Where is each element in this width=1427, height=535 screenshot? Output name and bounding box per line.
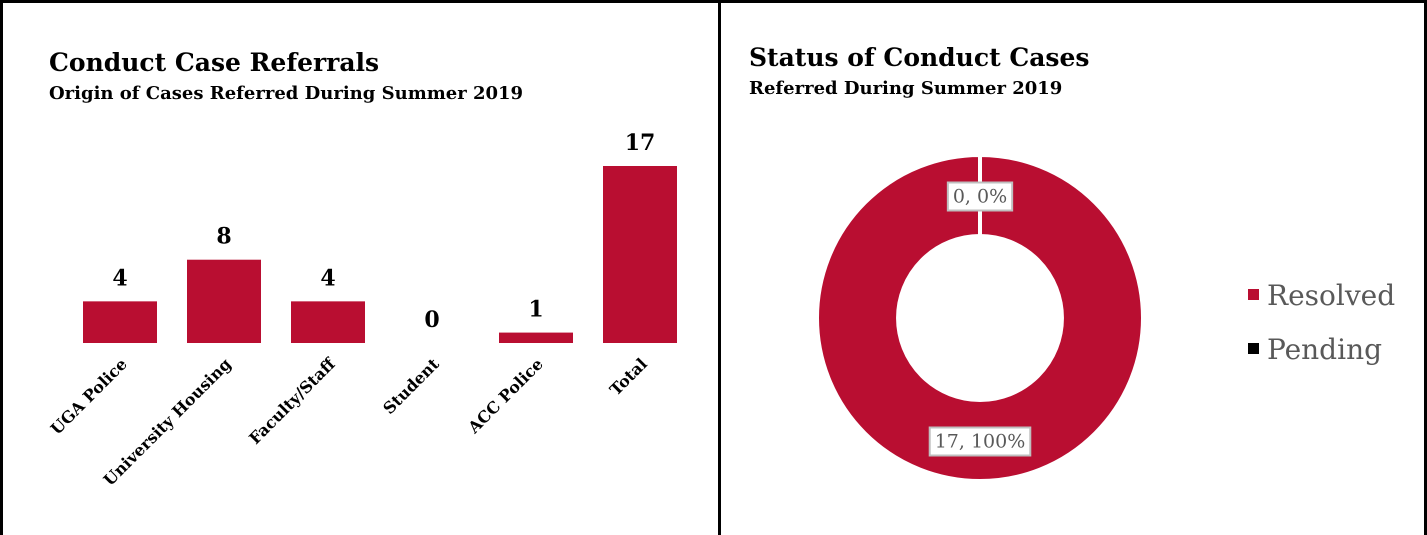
data-label: 0, 0% [953, 186, 1007, 208]
bar [291, 301, 365, 343]
legend-swatch [1248, 289, 1259, 300]
x-tick-label: Total [606, 354, 651, 399]
bar [603, 166, 677, 343]
data-label: 1 [528, 297, 543, 323]
bar [187, 259, 261, 343]
chart-subtitle: Referred During Summer 2019 [749, 78, 1063, 99]
x-tick-label: Faculty/Staff [245, 354, 339, 448]
data-label-box [946, 181, 1014, 212]
data-label-box [928, 426, 1032, 457]
donut-chart: 17, 100% 0, 0% Resolved Pending [815, 152, 1395, 484]
donut-panel: Status of Conduct Cases Referred During … [718, 0, 1427, 535]
data-label: 17 [625, 130, 656, 156]
bar [83, 301, 157, 343]
bar-panel: Conduct Case Referrals Origin of Cases R… [0, 0, 721, 535]
chart-subtitle: Origin of Cases Referred During Summer 2… [49, 83, 524, 104]
donut-slice [815, 152, 1145, 484]
x-tick-label: Student [379, 354, 443, 418]
legend-label: Resolved [1267, 279, 1395, 312]
legend-swatch [1248, 343, 1259, 354]
data-label: 4 [320, 265, 335, 291]
legend-label: Pending [1267, 333, 1382, 366]
chart-title: Conduct Case Referrals [49, 48, 380, 77]
x-tick-label: ACC Police [464, 354, 547, 437]
data-label: 17, 100% [935, 431, 1026, 453]
bar [499, 332, 573, 343]
data-label: 8 [216, 224, 231, 250]
x-tick-label: UGA Police [47, 354, 131, 438]
data-label: 0 [424, 307, 439, 333]
data-label: 4 [112, 265, 127, 291]
chart-title: Status of Conduct Cases [749, 43, 1090, 72]
